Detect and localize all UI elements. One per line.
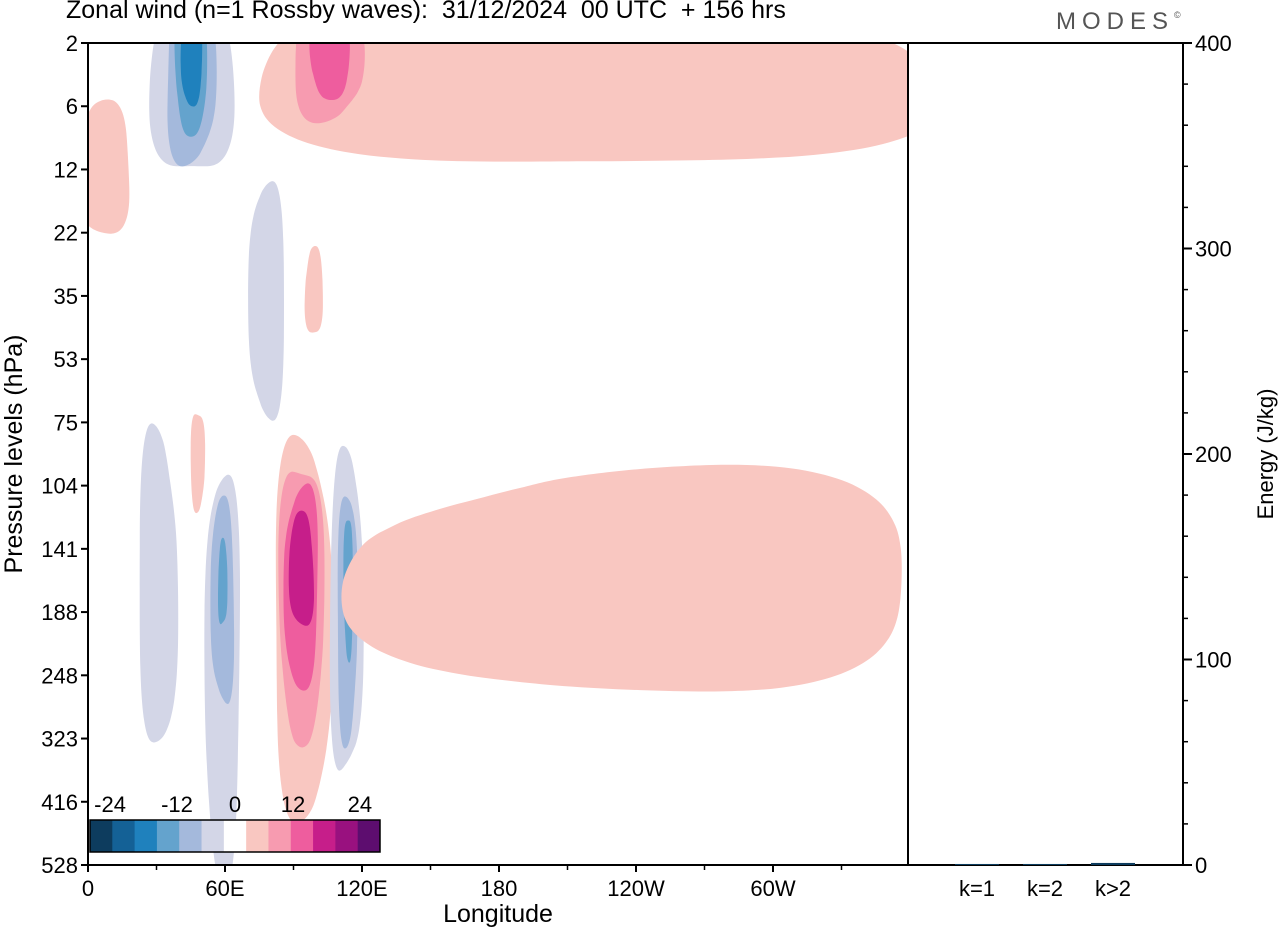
energy-axis-label: Energy (J/kg) <box>1253 389 1278 520</box>
y-tick-label: 12 <box>54 157 78 182</box>
y-tick-label: 528 <box>41 853 78 878</box>
colorbar-label: 0 <box>229 792 241 817</box>
energy-category-label: k=2 <box>1027 876 1063 901</box>
colorbar-label: 24 <box>348 792 372 817</box>
colorbar-cell-12 <box>357 820 381 852</box>
y-tick-label: 416 <box>41 790 78 815</box>
logo-mark: © <box>1174 10 1181 20</box>
contour-region-8 <box>248 181 284 421</box>
colorbar-cell-2 <box>134 820 158 852</box>
x-tick-label: 180 <box>481 876 518 901</box>
energy-tick-label: 200 <box>1195 442 1232 467</box>
colorbar-cell-8 <box>268 820 292 852</box>
y-tick-label: 53 <box>54 347 78 372</box>
colorbar-cell-5 <box>201 820 225 852</box>
y-tick-label: 2 <box>66 31 78 56</box>
energy-category-label: k>2 <box>1095 876 1131 901</box>
energy-bar-2 <box>1091 862 1135 865</box>
chart-title: Zonal wind (n=1 Rossby waves): 31/12/202… <box>66 0 786 24</box>
y-tick-label: 104 <box>41 474 78 499</box>
energy-bar-0 <box>955 863 999 865</box>
contour-region-22 <box>341 464 902 692</box>
colorbar-cell-1 <box>112 820 136 852</box>
x-tick-label: 120W <box>607 876 665 901</box>
colorbar-cell-6 <box>223 820 247 852</box>
modes-logo: MODES© <box>1056 8 1181 36</box>
energy-category-label: k=1 <box>959 876 995 901</box>
energy-tick-label: 400 <box>1195 31 1232 56</box>
energy-tick-label: 0 <box>1195 853 1207 878</box>
y-tick-label: 248 <box>41 663 78 688</box>
colorbar-cell-3 <box>156 820 180 852</box>
colorbar-cell-0 <box>90 820 113 852</box>
contour-region-10 <box>139 423 179 743</box>
colorbar-cell-4 <box>179 820 203 852</box>
x-tick-label: 60W <box>750 876 795 901</box>
x-axis-label: Longitude <box>443 900 553 928</box>
energy-tick-label: 100 <box>1195 648 1232 673</box>
colorbar-label: 12 <box>281 792 305 817</box>
energy-bar-1 <box>1023 863 1067 865</box>
logo-text: MODES <box>1056 8 1175 35</box>
colorbar-cell-9 <box>290 820 314 852</box>
energy-tick-label: 300 <box>1195 237 1232 262</box>
x-tick-label: 120E <box>336 876 387 901</box>
y-axis-label: Pressure levels (hPa) <box>0 335 28 574</box>
contour-region-11 <box>190 414 206 514</box>
colorbar-cell-10 <box>313 820 336 852</box>
colorbar-cell-11 <box>335 820 359 852</box>
x-tick-label: 60E <box>205 876 244 901</box>
colorbar-cell-7 <box>246 820 269 852</box>
colorbar-frame <box>89 819 381 853</box>
colorbar-label: -12 <box>161 792 193 817</box>
y-tick-label: 22 <box>54 221 78 246</box>
contour-region-5 <box>259 43 908 162</box>
x-tick-label: 0 <box>82 876 94 901</box>
contour-region-4 <box>88 99 130 234</box>
y-tick-label: 188 <box>41 600 78 625</box>
contour-region-7 <box>309 43 350 101</box>
y-tick-label: 141 <box>41 537 78 562</box>
contour-layer <box>88 43 908 865</box>
y-tick-label: 323 <box>41 727 78 752</box>
y-tick-label: 6 <box>66 94 78 119</box>
contour-region-3 <box>180 43 203 107</box>
y-tick-label: 35 <box>54 284 78 309</box>
contour-region-9 <box>304 245 323 333</box>
colorbar-label: -24 <box>94 792 126 817</box>
contour-region-14 <box>218 537 228 625</box>
energy-frame <box>907 42 1184 866</box>
contour-region-18 <box>288 510 315 626</box>
y-tick-label: 75 <box>54 410 78 435</box>
